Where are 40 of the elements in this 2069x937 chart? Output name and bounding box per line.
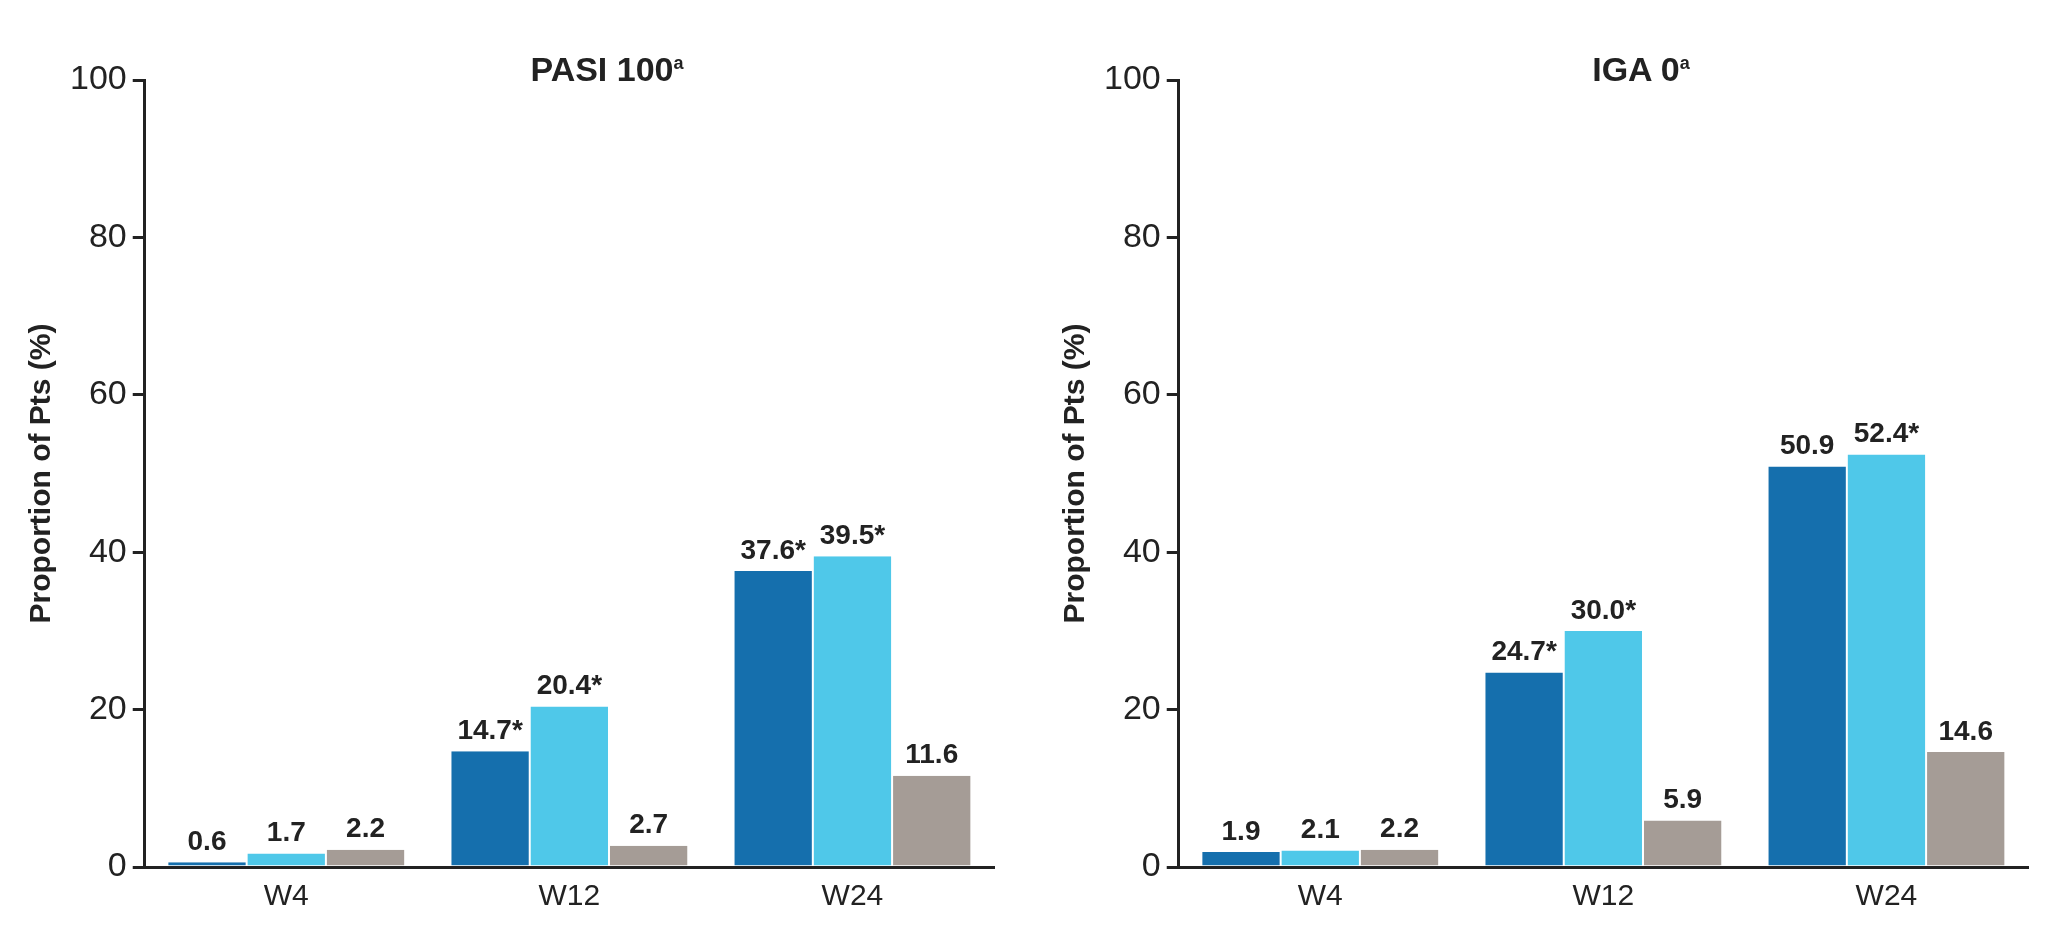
- data-label: 1.9: [1221, 814, 1261, 846]
- chart-title: PASI 100$^{a}$: [529, 50, 685, 89]
- x-tick-label: W4: [263, 878, 309, 912]
- data-label: 30.0*: [1570, 593, 1637, 625]
- data-label: 20.4*: [536, 669, 603, 701]
- y-axis-title: Proportion of Pts (%): [1057, 323, 1091, 624]
- x-tick-label: W24: [821, 878, 884, 912]
- y-tick-label: 80: [1122, 215, 1161, 254]
- data-label: 2.1: [1300, 813, 1340, 845]
- data-label: 37.6*: [740, 533, 806, 565]
- data-label: 2.7: [629, 808, 669, 840]
- y-tick-label: 40: [1122, 530, 1161, 569]
- data-label: 11.6: [905, 738, 959, 770]
- data-label: 1.7: [266, 816, 306, 848]
- y-tick-label: 0: [107, 845, 127, 884]
- data-label: 50.9: [1779, 429, 1835, 461]
- y-axis-title: Proportion of Pts (%): [23, 323, 57, 624]
- y-tick-label: 20: [1122, 687, 1161, 726]
- data-label: 14.7*: [457, 714, 523, 746]
- y-tick-label: 60: [88, 373, 127, 412]
- y-tick-label: 0: [1141, 845, 1161, 884]
- data-label: 5.9: [1663, 783, 1703, 815]
- data-label: 52.4*: [1853, 417, 1920, 449]
- data-label: 2.2: [346, 812, 386, 844]
- data-label: 14.6: [1938, 714, 1993, 746]
- data-label: 39.5*: [819, 518, 886, 550]
- x-tick-label: W4: [1297, 878, 1343, 912]
- y-tick-label: 100: [1103, 58, 1161, 97]
- data-label: 2.2: [1380, 812, 1420, 844]
- y-tick-label: 40: [88, 530, 127, 569]
- y-tick-label: 100: [69, 58, 127, 97]
- data-label: 24.7*: [1491, 635, 1557, 667]
- data-label: 0.6: [187, 825, 227, 856]
- chart-title: IGA 0$^{a}$: [1591, 50, 1691, 89]
- x-tick-label: W12: [538, 878, 601, 912]
- y-tick-label: 60: [1122, 373, 1161, 412]
- x-tick-label: W24: [1855, 878, 1918, 912]
- y-tick-label: 80: [88, 215, 127, 254]
- x-tick-label: W12: [1572, 878, 1635, 912]
- y-tick-label: 20: [88, 687, 127, 726]
